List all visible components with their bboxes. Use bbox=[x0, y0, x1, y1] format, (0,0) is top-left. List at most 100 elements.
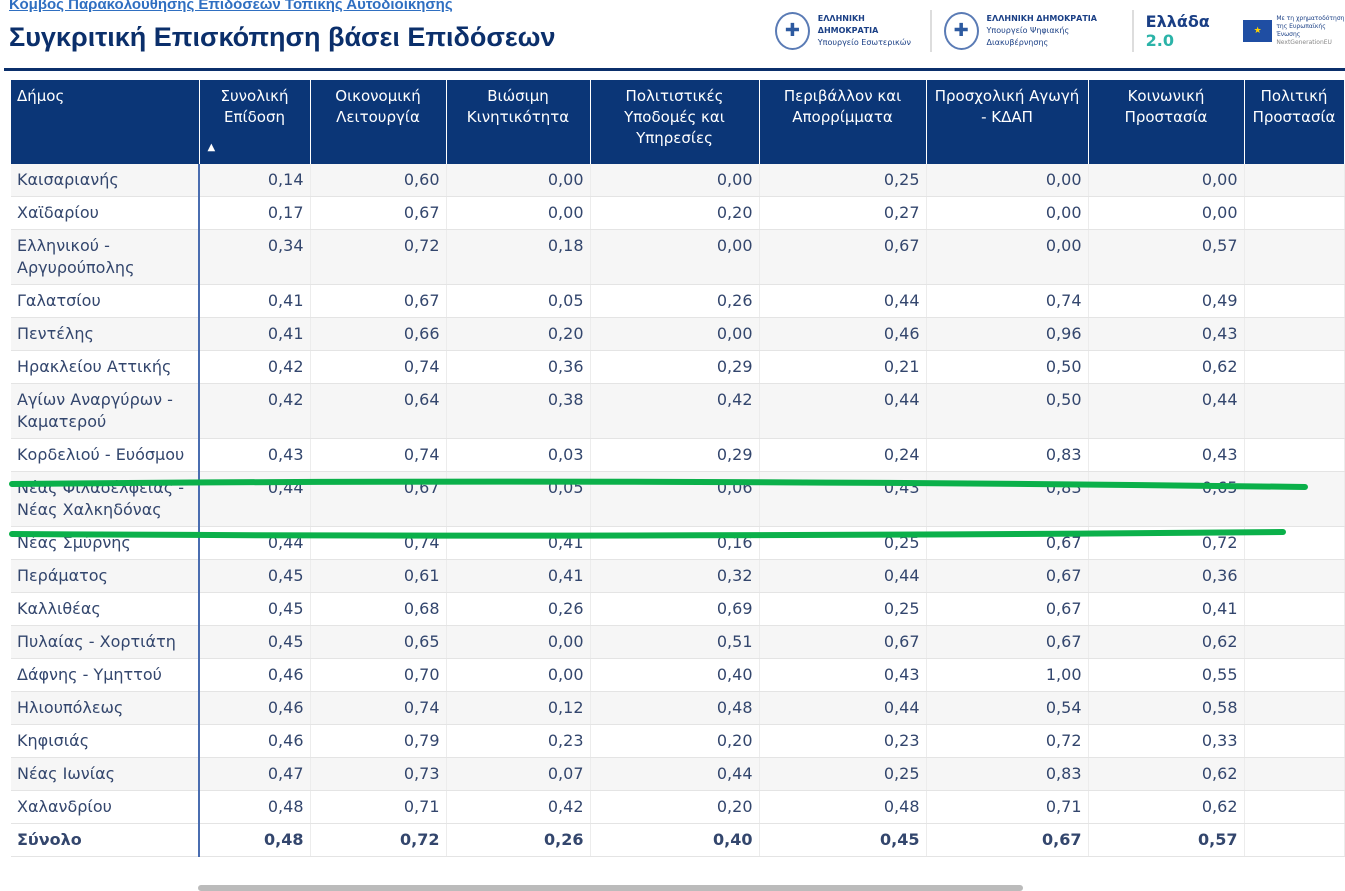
score-cell bbox=[1244, 658, 1345, 692]
table-row[interactable]: Χαλανδρίου 0,48 0,71 0,42 0,20 0,48 0,71 0,62 bbox=[11, 790, 1345, 824]
greek-seal-icon: ✚ bbox=[775, 11, 810, 50]
column-header[interactable]: Προσχολική Αγωγή - ΚΔΑΠ bbox=[926, 80, 1089, 164]
score-cell: 0,23 bbox=[759, 724, 927, 758]
column-header[interactable]: Περιβάλλον και Απορρίμματα bbox=[759, 80, 927, 164]
score-cell: 0,67 bbox=[926, 823, 1089, 857]
score-cell: 0,74 bbox=[310, 438, 447, 472]
score-cell: 0,67 bbox=[310, 284, 447, 318]
column-header[interactable]: Πολιτιστικές Υποδομές και Υπηρεσίες bbox=[590, 80, 760, 164]
score-cell: 0,46 bbox=[759, 317, 927, 351]
table-row[interactable]: Καλλιθέας 0,45 0,68 0,26 0,69 0,25 0,67 0,41 bbox=[11, 592, 1345, 626]
score-cell: 0,44 bbox=[199, 471, 311, 527]
table-row[interactable]: Νέας Σμύρνης 0,44 0,74 0,41 0,16 0,25 0,67 0,72 bbox=[11, 526, 1345, 560]
score-cell: 0,68 bbox=[310, 592, 447, 626]
column-header[interactable]: Δήμος bbox=[11, 80, 200, 164]
municipality-cell: Καισαριανής bbox=[11, 164, 200, 197]
breadcrumb-link[interactable]: Κόμβος Παρακολούθησης Επιδόσεων Τοπικής … bbox=[9, 0, 453, 13]
municipality-cell: Περάματος bbox=[11, 559, 200, 593]
column-header[interactable]: Πολιτική Προστασία bbox=[1244, 80, 1345, 164]
score-cell: 0,42 bbox=[199, 383, 311, 439]
municipality-cell: Νέας Φιλαδέλφειας - Νέας Χαλκηδόνας bbox=[11, 471, 200, 527]
column-header[interactable]: Οικονομική Λειτουργία bbox=[310, 80, 447, 164]
table-row[interactable]: Αγίων Αναργύρων - Καματερού 0,42 0,64 0,38 0… bbox=[11, 383, 1345, 439]
score-cell bbox=[1244, 471, 1345, 527]
score-cell: 0,05 bbox=[446, 471, 591, 527]
score-cell bbox=[1244, 823, 1345, 857]
score-cell: 0,48 bbox=[759, 790, 927, 824]
score-cell: 0,46 bbox=[199, 691, 311, 725]
score-cell: 0,32 bbox=[590, 559, 760, 593]
column-header[interactable]: Κοινωνική Προστασία bbox=[1088, 80, 1245, 164]
table-row[interactable]: Ηρακλείου Αττικής 0,42 0,74 0,36 0,29 0,21 0,5… bbox=[11, 350, 1345, 384]
score-cell: 0,65 bbox=[1088, 471, 1245, 527]
score-cell: 0,27 bbox=[759, 196, 927, 230]
score-cell: 0,45 bbox=[759, 823, 927, 857]
score-cell: 0,26 bbox=[590, 284, 760, 318]
score-cell: 0,71 bbox=[926, 790, 1089, 824]
table-row[interactable]: Πυλαίας - Χορτιάτη 0,45 0,65 0,00 0,51 0,67 0,… bbox=[11, 625, 1345, 659]
score-cell bbox=[1244, 757, 1345, 791]
score-cell: 0,25 bbox=[759, 592, 927, 626]
column-header[interactable]: Βιώσιμη Κινητικότητα bbox=[446, 80, 591, 164]
partner-logos: ✚ ΕΛΛΗΝΙΚΗ ΔΗΜΟΚΡΑΤΙΑ Υπουργείο Εσωτερικώ… bbox=[775, 8, 1345, 53]
score-cell bbox=[1244, 284, 1345, 318]
score-cell: 0,33 bbox=[1088, 724, 1245, 758]
score-cell: 0,20 bbox=[590, 196, 760, 230]
table-row[interactable]: Κηφισιάς 0,46 0,79 0,23 0,20 0,23 0,72 0,33 bbox=[11, 724, 1345, 758]
municipality-cell: Κορδελιού - Ευόσμου bbox=[11, 438, 200, 472]
municipality-cell: Ηλιουπόλεως bbox=[11, 691, 200, 725]
horizontal-scrollbar[interactable] bbox=[198, 885, 1023, 891]
score-cell: 0,00 bbox=[926, 229, 1089, 285]
table-row[interactable]: Κορδελιού - Ευόσμου 0,43 0,74 0,03 0,29 0,24 0… bbox=[11, 438, 1345, 472]
score-cell bbox=[1244, 592, 1345, 626]
column-header-label: Δήμος bbox=[17, 87, 65, 105]
score-cell: 0,21 bbox=[759, 350, 927, 384]
score-cell: 0,62 bbox=[1088, 350, 1245, 384]
table-row[interactable]: Περάματος 0,45 0,61 0,41 0,32 0,44 0,67 0,36 bbox=[11, 559, 1345, 593]
column-header[interactable]: Συνολική Επίδοση ▲ bbox=[199, 80, 311, 164]
score-cell bbox=[1244, 625, 1345, 659]
score-cell: 0,79 bbox=[310, 724, 447, 758]
score-cell: 1,00 bbox=[926, 658, 1089, 692]
score-cell: 0,07 bbox=[446, 757, 591, 791]
score-cell bbox=[1244, 229, 1345, 285]
score-cell: 0,47 bbox=[199, 757, 311, 791]
score-cell: 0,00 bbox=[1088, 196, 1245, 230]
score-cell: 0,43 bbox=[199, 438, 311, 472]
score-cell: 0,67 bbox=[310, 196, 447, 230]
eu-line3: NextGenerationEU bbox=[1276, 38, 1332, 46]
score-cell: 0,66 bbox=[310, 317, 447, 351]
table-row[interactable]: Ηλιουπόλεως 0,46 0,74 0,12 0,48 0,44 0,54 0,58 bbox=[11, 691, 1345, 725]
score-cell bbox=[1244, 317, 1345, 351]
score-cell: 0,42 bbox=[590, 383, 760, 439]
score-cell: 0,43 bbox=[759, 471, 927, 527]
table-row[interactable]: Χαϊδαρίου 0,17 0,67 0,00 0,20 0,27 0,00 0,00 bbox=[11, 196, 1345, 230]
score-cell: 0,05 bbox=[446, 284, 591, 318]
table-row[interactable]: Νέας Ιωνίας 0,47 0,73 0,07 0,44 0,25 0,83 0,62 bbox=[11, 757, 1345, 791]
column-header-label: Οικονομική Λειτουργία bbox=[335, 87, 421, 126]
table-row[interactable]: Ελληνικού - Αργυρούπολης 0,34 0,72 0,18 0,00… bbox=[11, 229, 1345, 285]
divider bbox=[4, 68, 1345, 71]
greece20-logo: Ελλάδα 2.0 bbox=[1146, 12, 1235, 50]
score-cell: 0,61 bbox=[310, 559, 447, 593]
table-row[interactable]: Δάφνης - Υμηττού 0,46 0,70 0,00 0,40 0,43 1,00… bbox=[11, 658, 1345, 692]
table-row[interactable]: Πεντέλης 0,41 0,66 0,20 0,00 0,46 0,96 0,43 bbox=[11, 317, 1345, 351]
score-cell: 0,45 bbox=[199, 625, 311, 659]
score-cell: 0,20 bbox=[590, 790, 760, 824]
score-cell bbox=[1244, 350, 1345, 384]
sort-ascending-icon[interactable]: ▲ bbox=[207, 142, 216, 153]
total-row[interactable]: Σύνολο 0,48 0,72 0,26 0,40 0,45 0,67 0,57 bbox=[11, 823, 1345, 857]
score-cell: 0,50 bbox=[926, 383, 1089, 439]
eu-line2: της Ευρωπαϊκής Ένωσης bbox=[1276, 22, 1326, 38]
score-cell: 0,20 bbox=[446, 317, 591, 351]
score-cell: 0,00 bbox=[446, 196, 591, 230]
table-row[interactable]: Γαλατσίου 0,41 0,67 0,05 0,26 0,44 0,74 0,49 bbox=[11, 284, 1345, 318]
score-cell: 0,44 bbox=[759, 383, 927, 439]
score-cell: 0,44 bbox=[590, 757, 760, 791]
table-row[interactable]: Νέας Φιλαδέλφειας - Νέας Χαλκηδόνας 0,44 0… bbox=[11, 471, 1345, 527]
table-row[interactable]: Καισαριανής 0,14 0,60 0,00 0,00 0,25 0,00 0,00 bbox=[11, 164, 1345, 197]
score-cell: 0,48 bbox=[590, 691, 760, 725]
score-cell: 0,70 bbox=[310, 658, 447, 692]
score-cell: 0,00 bbox=[926, 196, 1089, 230]
score-cell: 0,00 bbox=[926, 164, 1089, 197]
